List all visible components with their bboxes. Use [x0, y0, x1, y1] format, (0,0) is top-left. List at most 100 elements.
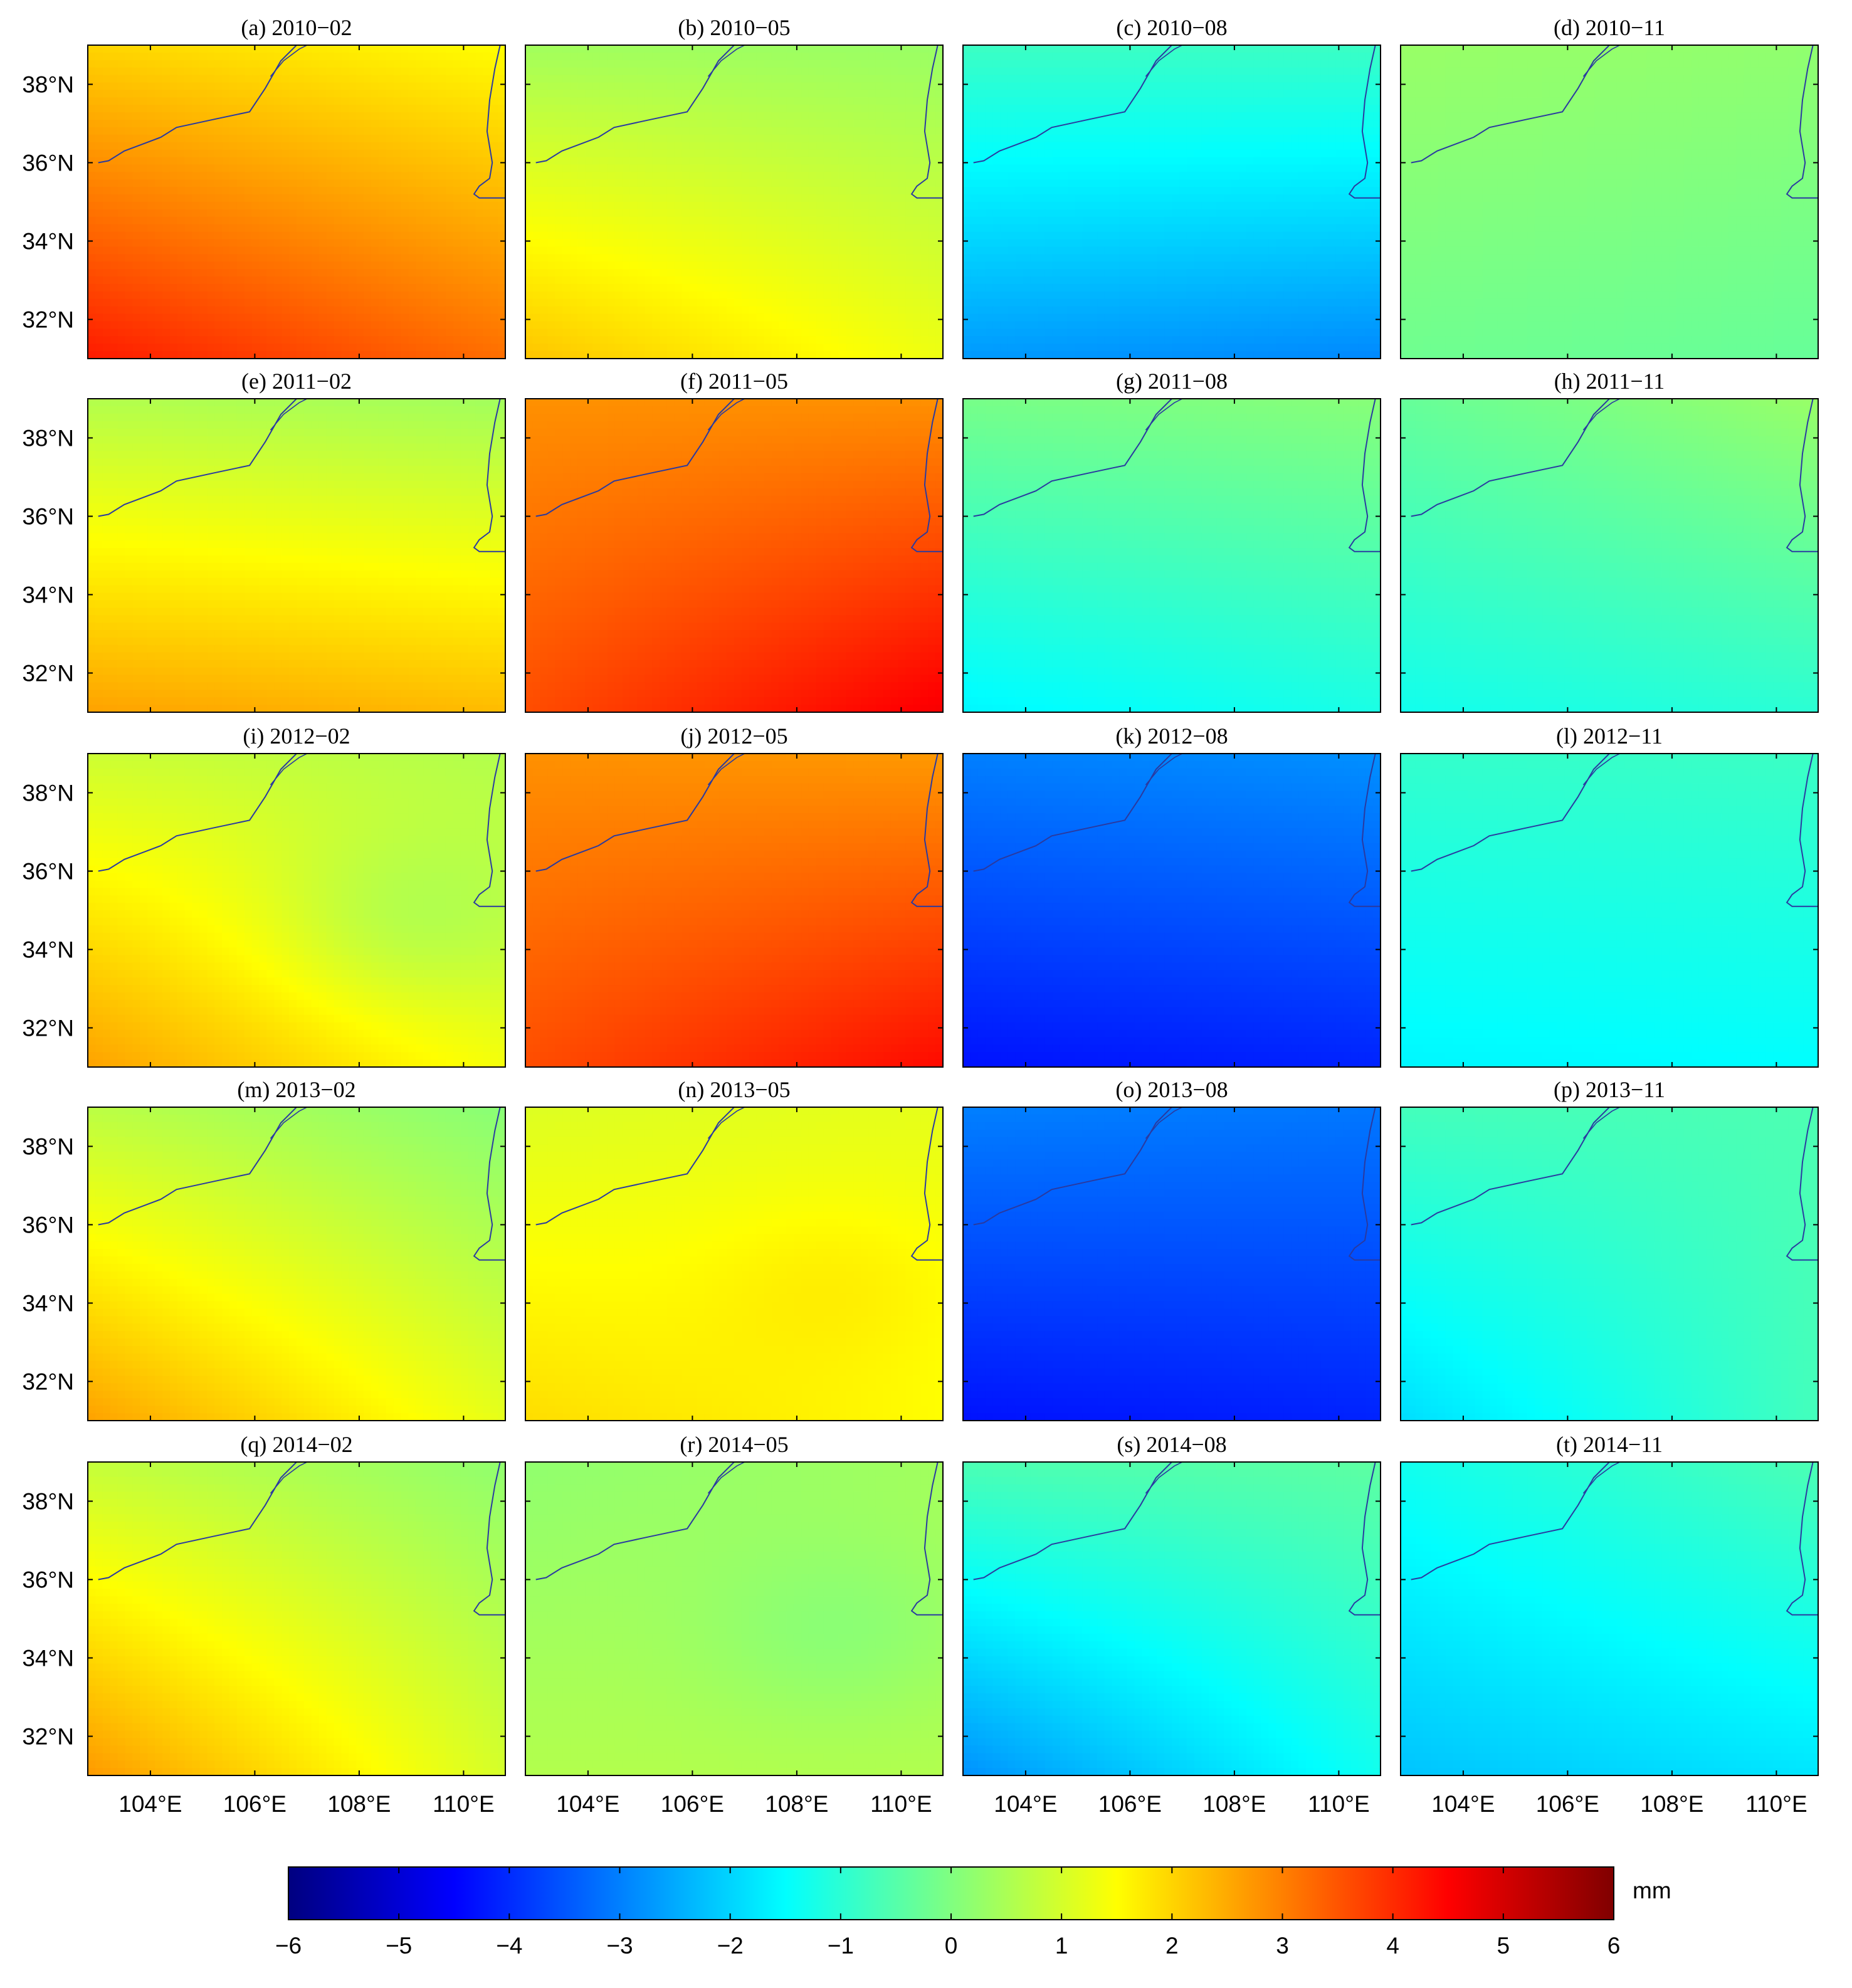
x-tick-label: 108°E: [1640, 1791, 1703, 1817]
river-line: [910, 1462, 943, 1616]
panel-field: [525, 399, 943, 712]
river-line: [1786, 1462, 1818, 1616]
y-tick-label: 38°N: [22, 1134, 74, 1160]
x-tick-label: 104°E: [994, 1791, 1057, 1817]
coastline: [270, 399, 308, 431]
panel-title: (h) 2011−11: [1554, 369, 1665, 394]
panel-field: [963, 754, 1381, 1067]
river-line: [1348, 399, 1381, 552]
x-tick-label: 104°E: [556, 1791, 619, 1817]
y-tick-label: 38°N: [22, 781, 74, 806]
coastline: [535, 45, 735, 164]
river-line: [473, 1462, 505, 1616]
panel-frame: [962, 1107, 1381, 1421]
colorbar-tick-label: −5: [386, 1933, 412, 1959]
panel-field: [88, 1462, 505, 1775]
y-tick-label: 38°N: [22, 1489, 74, 1515]
x-tick-label: 106°E: [1536, 1791, 1599, 1817]
river-line: [1786, 45, 1818, 199]
panel-frame: [1400, 398, 1819, 713]
panel-frame: [87, 753, 506, 1068]
coastline: [973, 399, 1172, 517]
panel-field: [88, 45, 505, 359]
coastline: [98, 1107, 297, 1226]
y-tick-label: 36°N: [22, 504, 74, 530]
y-tick-label: 36°N: [22, 1212, 74, 1238]
river-line: [473, 1107, 505, 1261]
map-panel: (m) 2013−02 38°N 36°N 34°N 32°N: [22, 1077, 506, 1421]
panel-field: [88, 1107, 505, 1421]
panel-field: [1401, 45, 1818, 359]
panel-frame: [962, 753, 1381, 1068]
coastline: [1411, 1462, 1610, 1580]
y-tick-label: 32°N: [22, 661, 74, 686]
panel-field: [963, 399, 1381, 712]
x-tick-label: 110°E: [1308, 1791, 1369, 1817]
panel-title: (s) 2014−08: [1117, 1432, 1226, 1457]
coastline: [973, 45, 1172, 164]
panel-title: (k) 2012−08: [1115, 723, 1228, 749]
panel-frame: [525, 1107, 944, 1421]
map-panel: (b) 2010−05: [525, 15, 944, 359]
colorbar-tick-label: −6: [275, 1933, 302, 1959]
coastline: [270, 45, 308, 77]
coastline: [707, 45, 745, 77]
colorbar-unit-label: mm: [1633, 1878, 1671, 1903]
map-panel: (o) 2013−08: [962, 1077, 1381, 1421]
x-tick-label: 106°E: [223, 1791, 287, 1817]
panel-frame: [1400, 753, 1819, 1068]
river-line: [1786, 1107, 1818, 1261]
panel-title: (e) 2011−02: [241, 369, 352, 394]
colorbar-tick-label: 5: [1497, 1933, 1510, 1959]
panel-field: [1401, 1462, 1818, 1775]
map-panel: (a) 2010−02 38°N 36°N 34°N 32°N: [22, 15, 506, 359]
map-panel: (i) 2012−02 38°N 36°N 34°N 32°N: [22, 723, 506, 1068]
x-tick-label: 110°E: [1745, 1791, 1807, 1817]
x-tick-label: 108°E: [1202, 1791, 1266, 1817]
panel-frame: [87, 398, 506, 713]
panel-title: (d) 2010−11: [1554, 15, 1665, 40]
map-panel: (p) 2013−11: [1400, 1077, 1819, 1421]
panel-field: [525, 1462, 943, 1775]
panel-title: (q) 2014−02: [240, 1432, 352, 1457]
river-line: [1786, 754, 1818, 907]
panel-frame: [87, 1107, 506, 1421]
coastline: [98, 754, 297, 872]
river-line: [910, 754, 943, 907]
y-tick-label: 34°N: [22, 1291, 74, 1317]
y-tick-label: 34°N: [22, 229, 74, 255]
x-tick-label: 110°E: [433, 1791, 494, 1817]
colorbar-tick-label: −3: [606, 1933, 633, 1959]
coastline: [1411, 399, 1610, 517]
coastline: [1145, 45, 1183, 77]
y-tick-label: 34°N: [22, 1646, 74, 1671]
river-line: [910, 1107, 943, 1261]
y-tick-label: 34°N: [22, 582, 74, 608]
coastline: [535, 1462, 735, 1580]
panel-field: [88, 399, 505, 712]
river-line: [910, 399, 943, 552]
x-tick-label: 106°E: [661, 1791, 724, 1817]
river-line: [1348, 754, 1381, 907]
panel-title: (l) 2012−11: [1556, 723, 1663, 749]
panel-frame: [525, 753, 944, 1068]
colorbar-tick-label: −2: [717, 1933, 744, 1959]
map-panel: (q) 2014−02 38°N 36°N 34°N 32°N 104°E 106°E 108…: [22, 1432, 506, 1817]
coastline: [707, 1462, 745, 1494]
map-panel: (j) 2012−05: [525, 723, 944, 1068]
coastline: [535, 1107, 735, 1226]
panel-title: (i) 2012−02: [243, 723, 350, 749]
map-panel: (g) 2011−08: [962, 369, 1381, 713]
y-tick-label: 36°N: [22, 1567, 74, 1593]
y-tick-label: 36°N: [22, 859, 74, 885]
panel-field: [525, 1107, 943, 1421]
coastline: [1411, 754, 1610, 872]
coastline: [98, 45, 297, 164]
y-tick-label: 38°N: [22, 72, 74, 98]
river-line: [1348, 1462, 1381, 1616]
river-line: [1348, 1107, 1381, 1261]
map-panel: (k) 2012−08: [962, 723, 1381, 1068]
map-panel: (l) 2012−11: [1400, 723, 1819, 1068]
panel-title: (n) 2013−05: [678, 1077, 790, 1102]
colorbar-tick-label: 1: [1055, 1933, 1068, 1959]
